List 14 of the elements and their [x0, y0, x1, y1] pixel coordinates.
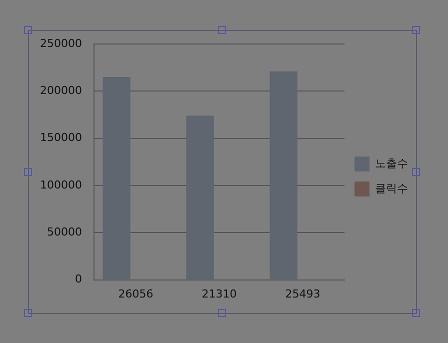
bar	[270, 71, 298, 280]
x-tick-label: 21310	[202, 287, 237, 300]
y-tick-label: 250000	[40, 36, 82, 50]
y-tick-label: 100000	[40, 178, 82, 192]
legend-label: 클릭수	[375, 182, 408, 195]
bar	[186, 116, 214, 280]
y-tick-label: 50000	[46, 226, 82, 238]
x-tick-label: 26056	[118, 287, 154, 300]
y-tick-label: 150000	[40, 131, 82, 144]
x-tick-label: 25493	[285, 287, 320, 300]
bar	[102, 77, 130, 280]
y-tick-label: 0	[74, 272, 82, 286]
y-tick-label: 200000	[40, 84, 82, 98]
legend-label: 노출수	[375, 156, 408, 170]
